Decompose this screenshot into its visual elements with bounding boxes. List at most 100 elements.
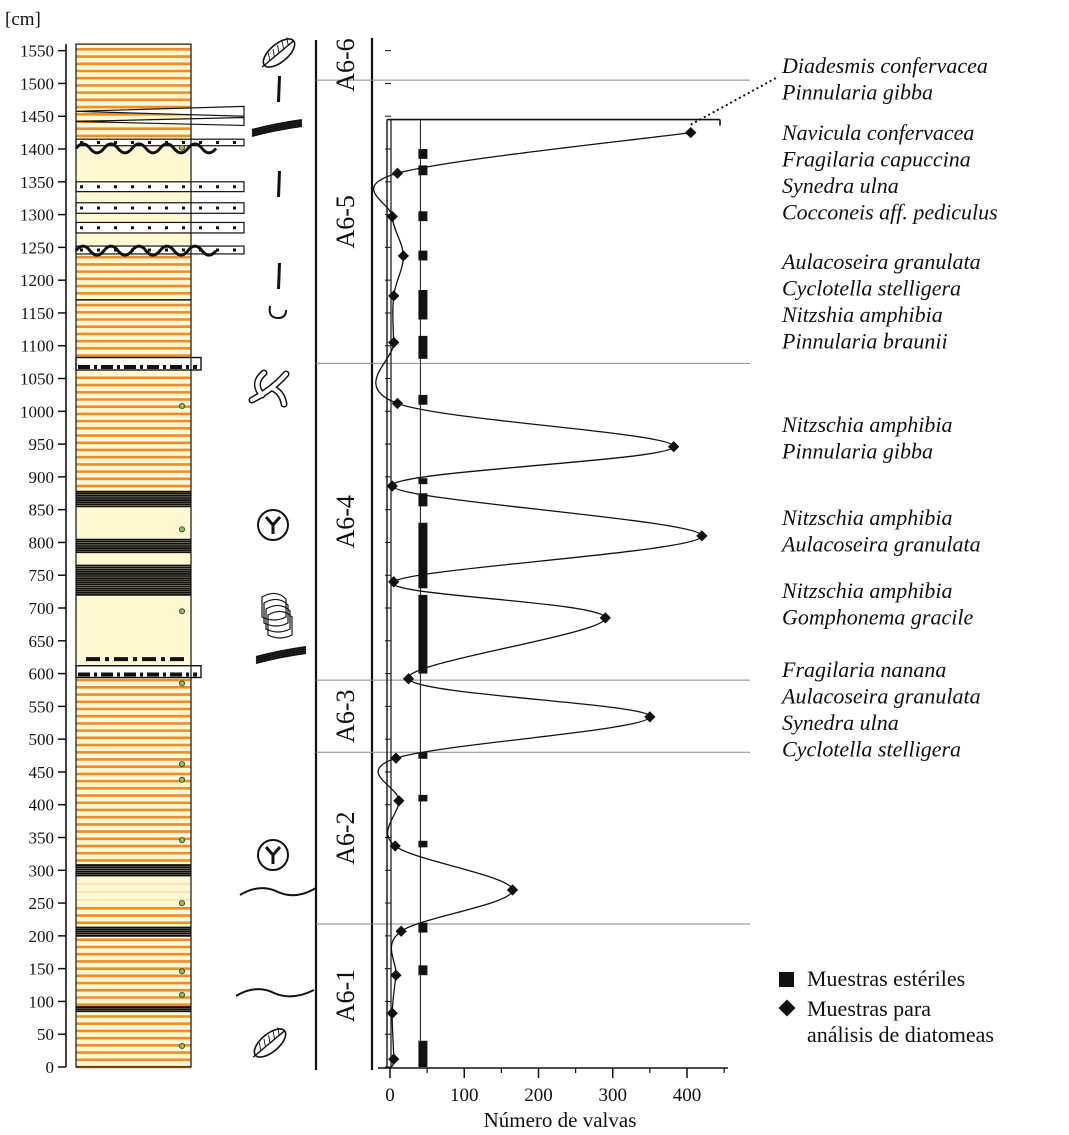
legend-square-symbol [779, 972, 794, 987]
sterile-sample-marker [418, 211, 428, 222]
wavy-contact [74, 142, 218, 155]
shell-icon [261, 592, 287, 621]
taxon-label: Nitzschia amphibia [781, 578, 953, 603]
shell-icon [267, 610, 293, 639]
leaf-vein [272, 48, 275, 57]
reed-icon [251, 119, 303, 131]
unit-label: A6-2 [331, 811, 360, 864]
sterile-sample-marker [418, 922, 428, 933]
taxon-label: Pinnularia gibba [781, 439, 933, 464]
taxon-label: Navicula confervacea [781, 120, 974, 145]
taxon-label: Aulacoseira granulata [780, 532, 981, 557]
x-axis: 0 100 200 300 400 [378, 1067, 728, 1106]
depth-tick-label: 1400 [20, 140, 54, 159]
diatom-sample-point [685, 126, 697, 139]
diatom-sample-point [388, 1053, 400, 1065]
leaf-icon [261, 37, 296, 68]
leaf-vein [286, 37, 289, 46]
sterile-sample-marker [418, 289, 428, 320]
diatom-sample-point [388, 290, 400, 302]
fossil-symbols-column [235, 37, 318, 1070]
nodule-dot [178, 776, 185, 783]
depth-tick-label: 1250 [20, 238, 54, 257]
reed-icon [255, 652, 307, 664]
taxon-label: Nitzschia amphibia [781, 412, 953, 437]
y-mark [264, 516, 282, 534]
depth-tick-label: 300 [29, 861, 55, 880]
wedge-bed [75, 116, 245, 127]
diatom-sample-point [644, 711, 656, 723]
unit-label: A6-4 [331, 495, 360, 548]
nodule-dot [178, 144, 185, 151]
depth-tick-label: 400 [29, 796, 55, 815]
diatom-sample-point [402, 673, 415, 685]
depth-tick-label: 1450 [20, 107, 54, 126]
depth-tick-label: 1500 [20, 74, 54, 93]
depth-tick-label: 200 [29, 927, 55, 946]
wavy-contact [74, 244, 218, 257]
taxon-label: Cocconeis aff. pediculus [782, 200, 998, 225]
root-trace-icon [277, 263, 281, 289]
diatom-sample-point [393, 795, 405, 807]
diatom-sample-point [388, 576, 400, 588]
taxon-label: Cyclotella stelligera [782, 737, 961, 762]
burrow-icon [248, 369, 290, 408]
sterile-sample-marker [418, 250, 428, 261]
depth-tick-label: 1300 [20, 206, 54, 225]
hook-icon [268, 305, 287, 320]
sterile-sample-marker [418, 165, 428, 176]
shell-icon [263, 598, 289, 627]
depth-tick-label: 1550 [20, 42, 54, 61]
x-tick-label: 200 [524, 1085, 553, 1106]
legend: Muestras estériles Muestras paraanálisis … [778, 966, 994, 1047]
depth-tick-label: 100 [29, 992, 55, 1011]
nodule-dot [178, 403, 185, 410]
depth-tick-label: 1050 [20, 370, 54, 389]
depth-tick-label: 1350 [20, 173, 54, 192]
unit-label: A6-1 [331, 969, 360, 1022]
diatom-sample-point [599, 612, 611, 624]
legend-label: Muestras para [807, 996, 931, 1021]
depth-tick-label: 150 [29, 960, 55, 979]
unit-label: A6-6 [331, 38, 360, 91]
shell-icon [265, 604, 291, 633]
depth-tick-label: 950 [29, 435, 55, 454]
diatom-sample-point [386, 480, 398, 492]
x-tick-label: 0 [385, 1085, 395, 1106]
depth-tick-label: 1000 [20, 402, 54, 421]
diatom-sample-point [386, 210, 398, 223]
leaf-vein [267, 52, 271, 61]
depth-tick-label: 1100 [21, 337, 54, 356]
taxon-label: Synedra ulna [782, 173, 899, 198]
wedge-bed [75, 105, 245, 117]
unit-label: A6-5 [331, 195, 360, 248]
leaf-vein [263, 1038, 266, 1047]
y-mark [264, 846, 282, 864]
x-tick-label: 400 [673, 1085, 702, 1106]
diatom-sample-point [696, 530, 708, 542]
stratigraphic-units: A6-1 A6-2 A6-3 A6-4 A6-5 A6-6 [316, 38, 750, 1070]
x-tick-label: 100 [450, 1085, 479, 1106]
diatom-sample-point [391, 167, 404, 179]
leaf-icon [252, 1027, 287, 1058]
leaf-vein [272, 1031, 276, 1040]
leaf-vein [281, 41, 285, 50]
unit-label: A6-3 [331, 689, 360, 742]
nodule-dot [178, 900, 185, 907]
reed-icon [255, 648, 307, 660]
sterile-sample-marker [418, 394, 428, 405]
reed-icon [255, 650, 307, 662]
nodule-dot [178, 761, 185, 768]
diatom-sample-point [395, 925, 407, 937]
depth-tick-label: 700 [29, 599, 55, 618]
nodule-dot [178, 991, 185, 998]
depth-tick-label: 1150 [21, 304, 54, 323]
sterile-sample-marker [418, 335, 428, 359]
reed-icon [251, 123, 303, 135]
sterile-sample-marker [418, 840, 428, 848]
sterile-sample-marker [418, 522, 428, 589]
nodule-dot [178, 608, 185, 615]
taxon-label: Gomphonema gracile [782, 605, 973, 630]
depth-tick-label: 600 [29, 665, 55, 684]
taxon-label: Nitzshia amphibia [781, 302, 943, 327]
